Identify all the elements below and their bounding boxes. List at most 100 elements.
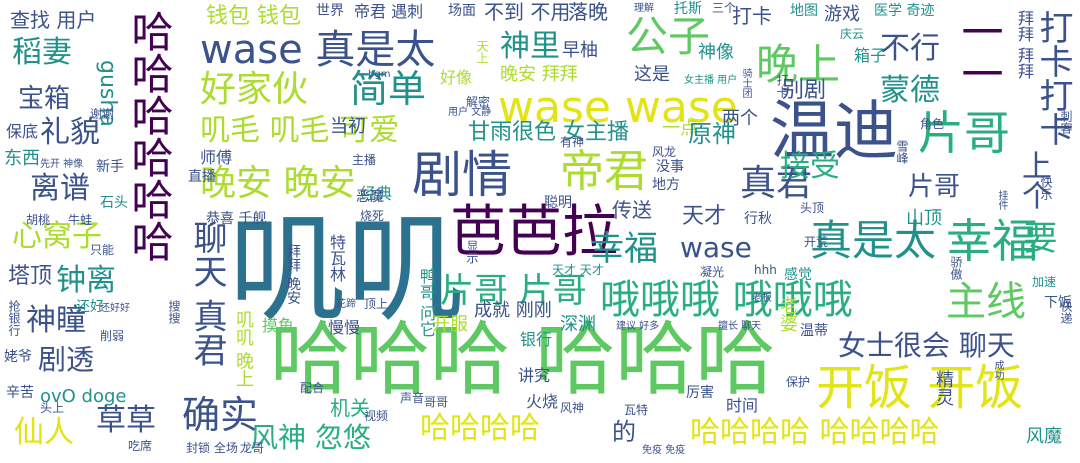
word-juqing: 剧情 [412,146,512,204]
word-yaoshi: 要 [1017,220,1057,254]
word-gege: 哥哥 [424,395,449,409]
word-ganjue: 感觉 [784,267,812,283]
word-yixue: 医学 奇迹 [874,3,935,19]
word-huashi: 花蹄 [336,299,356,310]
word-gongxi: 恭喜 千舰 [206,211,267,227]
word-yidian: 一点 [662,118,698,139]
word-tading: 塔顶 [8,264,53,289]
word-mengde: 蒙德 [880,73,940,108]
word-shentong: 神瞳 [26,303,86,338]
word-wase-mid: wase [680,231,752,264]
word-jimao: 叽毛 叽毛 可爱 [200,113,400,148]
word-hhh: hhh [754,263,777,277]
word-laopo: 老婆 [777,296,798,332]
word-touding: 头顶 [800,201,825,215]
word-shenyuan: 深渊 [560,314,596,335]
word-congming: 聪明 [544,195,572,211]
word-qiangyinhang: 抢银行 [7,300,21,336]
word-qingyun: 庆云 [840,27,865,41]
word-temo: 特瓦林 [327,234,346,282]
word-jiji: 叽叽 [228,200,465,338]
word-bgm: bgm [368,69,391,80]
word-lipu: 离谱 [30,171,90,206]
word-babala: 芭芭拉 [450,200,618,265]
word-budao-buyong: 不到 不用 [484,0,571,24]
word-yuanshen: 原神 [688,120,736,148]
word-xiankai-shenxiang: 先开 神像 [40,159,84,170]
word-jiaose: 角色 [920,117,945,131]
word-qianbao: 钱包 钱包 [206,4,301,29]
word-youshen: 有神 [560,135,585,149]
word-xingfu-right: 幸福 [946,214,1038,268]
word-daka-v2: 打卡 [775,74,789,98]
word-liaotian-zhenjun: 聊天 真君 [187,220,227,367]
word-fengshen-huyou: 风神 忽悠 [250,421,371,454]
word-yinhang: 银行 [520,330,553,349]
word-jingdian: 经典 [360,184,393,203]
word-xianshi: 显示 [465,240,479,264]
word-peihe: 配合 [300,381,325,395]
word-emo: 恶魔 [356,189,384,205]
word-baodi: 保底 [6,122,39,141]
word-shaoyang: 烧死 [360,209,385,223]
word-jiangjiu: 讲究 [518,366,551,385]
word-laoye: 姥爷 [4,349,32,365]
word-tuofei: 托斯 [674,1,702,17]
word-qishituan: 骑士团 [740,68,751,98]
word-kuaidi: 快递 [1059,300,1073,324]
word-wendi: 温迪 [770,95,898,169]
word-meishi: 没事 [656,159,684,175]
word-zaoyou: 早柚 [562,40,598,61]
word-pian-ge-mid: 片哥 [908,172,961,202]
word-niuwa: 牛蛙 [68,213,93,227]
word-daka-right: 打卡打卡 [1033,10,1073,146]
word-xingfu: 幸福 [590,229,658,269]
word-laoban: 老板 [752,293,772,304]
word-zhenshitai: 真是太 [810,216,937,265]
word-kuaile: 快乐 [1039,176,1053,200]
word-zhuchi: 主播 [352,153,377,167]
word-jianyi: 建议 好多 [616,321,660,332]
word-zhege: 这是 [634,64,670,85]
word-xiexie: 谢谢 [90,107,115,121]
word-dangchu: 当初 [330,116,366,137]
word-fengmo: 风魔 [1026,426,1062,447]
word-jianshan: 简单 [350,67,427,111]
word-nvzhubo-yonghu: 女主播 用户 [684,75,738,86]
word-wanan-baibai: 晚安 拜拜 [500,64,578,85]
word-daka-small: 打卡 [732,4,772,28]
word-zhibo: 直播 [188,169,216,185]
word-shanding: 山顶 [906,208,942,229]
word-zhongli: 钟离 [56,263,116,298]
word-shijie: 世界 [316,3,344,19]
word-xiangzi: 箱子 [854,46,887,65]
word-zhende: 的 [612,418,636,446]
word-jieshou: 接受 [780,149,840,184]
word-kaihuang: 开荒 [804,235,829,249]
word-zhenjun: 真君 [740,163,813,204]
word-ningguang: 凝光 [700,265,725,279]
word-chuansong: 传送 [612,198,652,222]
word-dongxi: 东西 [4,148,40,169]
word-ganyu: 甘雨很色 女主播 [468,120,629,145]
word-wate: 瓦特 [624,403,649,417]
word-longge: 龙哥 [240,441,265,455]
word-chengjiu: 成就 刚刚 [474,300,552,321]
word-jiemi: 解密 [466,95,491,109]
word-dijun: 帝君 [560,146,648,197]
word-jiaoao: 骄傲 [949,256,963,280]
word-toushang: 头上 [40,401,65,415]
word-dijun-yuci: 帝君 遇刺 [354,2,424,21]
word-xinku: 辛苦 [6,385,34,401]
word-hutao: 胡桃 [26,213,51,227]
word-ohoh: 哦哦哦 哦哦哦 [600,277,853,323]
word-huoshao: 火烧 [526,392,559,411]
word-pian-ge-pian-ge: 片哥 片哥 [440,271,587,311]
word-jutou: 剧透 [38,343,95,376]
word-fengshen-small: 风神 [560,401,585,415]
word-limao: 礼貌 [40,115,100,150]
word-hahaha-vertical: 哈哈哈哈哈哈 [125,10,174,262]
word-lijie: 理解 [634,3,654,14]
word-shijian: 时间 [726,396,759,415]
word-xinwozi: 心窝子 [12,219,102,254]
